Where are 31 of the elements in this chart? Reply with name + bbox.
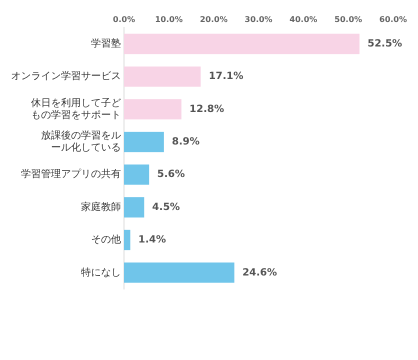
- data-label: 8.9%: [172, 136, 200, 148]
- data-label: 52.5%: [367, 38, 402, 50]
- x-tick-label: 20.0%: [200, 14, 228, 24]
- y-tick-label: 特になし: [81, 266, 121, 278]
- y-tick-label: 放課後の学習をルール化している: [41, 130, 121, 154]
- y-tick-label: 学習管理アプリの共有: [21, 168, 121, 180]
- data-label: 12.8%: [189, 104, 224, 115]
- data-label: 5.6%: [157, 169, 185, 180]
- x-tick-label: 0.0%: [112, 14, 136, 24]
- x-tick-label: 50.0%: [334, 14, 362, 24]
- x-tick-label: 30.0%: [244, 14, 272, 24]
- y-tick-label: その他: [91, 234, 121, 246]
- bar: [124, 132, 164, 152]
- y-tick-label: 家庭教師: [81, 200, 121, 213]
- y-tick-label: オンライン学習サービス: [11, 70, 121, 82]
- data-label: 17.1%: [208, 71, 244, 82]
- bar: [124, 164, 150, 185]
- bar: [124, 66, 201, 87]
- x-tick-label: 40.0%: [290, 14, 318, 24]
- x-tick-label: 10.0%: [154, 14, 183, 24]
- data-label: 1.4%: [138, 234, 166, 246]
- bar: [124, 197, 144, 218]
- bar: [124, 230, 130, 250]
- data-label: 4.5%: [152, 202, 180, 213]
- x-tick-label: 60.0%: [379, 14, 408, 24]
- y-tick-label: 学習塾: [91, 38, 121, 50]
- y-tick-label: 休日を利用して子どもの学習をサポート: [31, 96, 121, 121]
- bar: [124, 34, 360, 54]
- bar: [124, 99, 182, 120]
- data-label: 24.6%: [242, 267, 278, 278]
- bar: [124, 262, 234, 283]
